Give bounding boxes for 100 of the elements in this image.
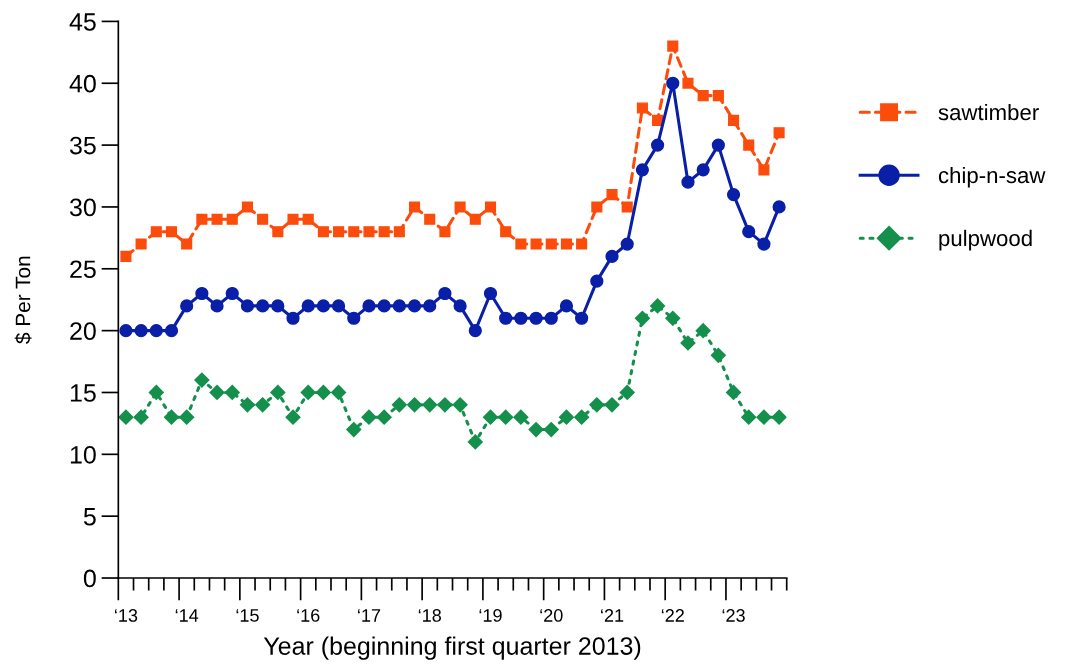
point (241, 201, 254, 213)
point (239, 397, 256, 413)
point (665, 310, 681, 326)
point (576, 238, 588, 250)
point (225, 286, 239, 301)
point (620, 237, 634, 251)
y-axis-title: $ Per Ton (14, 256, 32, 344)
point (422, 397, 438, 413)
point (726, 187, 741, 202)
point (742, 225, 756, 239)
point (530, 238, 542, 250)
point (543, 422, 559, 438)
x-tick-label: ‘15 (236, 609, 259, 622)
point (179, 409, 195, 425)
point (376, 409, 392, 425)
point (452, 397, 468, 413)
point (331, 299, 346, 313)
x-tick-label: ‘18 (418, 609, 441, 622)
point (333, 226, 345, 238)
point (529, 311, 543, 325)
point (591, 201, 603, 213)
point (194, 372, 210, 388)
point (150, 226, 162, 238)
point (467, 434, 483, 450)
point (725, 384, 742, 401)
point (195, 286, 209, 301)
point (315, 384, 331, 401)
y-tick-label: 25 (70, 260, 96, 279)
y-tick-label: 40 (69, 74, 96, 93)
point (163, 409, 180, 425)
point (500, 226, 512, 238)
point (635, 163, 649, 177)
point (346, 422, 362, 438)
point (743, 139, 755, 151)
y-tick-label: 20 (70, 322, 96, 340)
point (650, 298, 666, 314)
point (316, 299, 330, 313)
point (347, 311, 361, 325)
point (483, 286, 498, 301)
point (482, 409, 499, 425)
point (619, 384, 635, 401)
point (149, 324, 163, 338)
point (695, 323, 711, 339)
point (240, 299, 255, 313)
point (285, 409, 301, 425)
point (712, 90, 724, 102)
point (681, 175, 695, 189)
point (604, 397, 620, 413)
point (575, 311, 589, 325)
point (286, 311, 300, 325)
point (256, 299, 270, 313)
point (771, 409, 787, 425)
point (302, 213, 314, 225)
point (362, 299, 376, 313)
point (498, 409, 514, 425)
point (181, 238, 193, 250)
point (634, 310, 650, 326)
point (514, 311, 528, 325)
point (544, 311, 558, 325)
y-tick-label: 30 (69, 198, 96, 217)
y-tick-label: 5 (83, 508, 96, 526)
point (650, 138, 665, 152)
point (559, 299, 574, 313)
point (118, 409, 134, 425)
point (377, 299, 391, 313)
point (165, 226, 178, 238)
point (682, 77, 694, 89)
point (209, 384, 225, 401)
point (589, 397, 605, 413)
point (226, 213, 238, 225)
point (300, 384, 316, 401)
point (468, 324, 482, 338)
point (574, 409, 590, 425)
y-tick-label: 0 (83, 569, 96, 588)
point (453, 299, 467, 313)
point (652, 114, 664, 126)
point (513, 409, 529, 425)
point (515, 238, 527, 250)
y-tick-label: 45 (69, 13, 96, 31)
point (621, 201, 633, 213)
point (667, 40, 679, 52)
point (224, 384, 240, 401)
point (378, 226, 390, 238)
point (348, 226, 360, 238)
point (711, 138, 725, 152)
point (255, 397, 271, 413)
point (437, 397, 453, 413)
y-tick-label: 10 (70, 445, 96, 464)
point (210, 299, 224, 313)
point (666, 76, 680, 90)
x-tick-label: ‘16 (297, 609, 320, 622)
point (560, 238, 573, 250)
point (196, 213, 208, 225)
point (439, 226, 451, 238)
point (317, 226, 329, 238)
point (758, 164, 770, 176)
point (406, 397, 423, 413)
legend-label: sawtimber (938, 103, 1039, 121)
point (710, 347, 726, 363)
x-tick-label: ‘13 (114, 609, 138, 622)
